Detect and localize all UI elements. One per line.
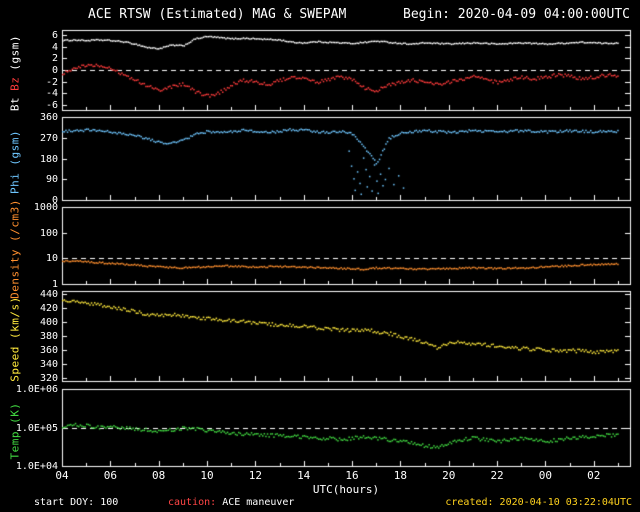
x-tick-label: 14	[297, 469, 311, 482]
y-tick-label: 6	[51, 29, 58, 41]
created-timestamp: created: 2020-04-10 03:22:04UTC	[445, 497, 632, 508]
y-tick-label: 180	[39, 153, 58, 165]
y-tick-label: 1000	[33, 201, 58, 213]
y-tick-label: 4	[51, 41, 58, 53]
y-tick-label: 440	[39, 288, 58, 300]
x-axis-label: UTC(hours)	[312, 483, 380, 496]
y-axis-label-mag: Bt Bz (gsm)	[9, 29, 22, 111]
y-tick-label: 420	[39, 302, 58, 314]
x-tick-label: 04	[55, 469, 69, 482]
y-tick-label: 2	[51, 52, 58, 64]
x-tick-label: 18	[393, 469, 407, 482]
y-tick-label: 100	[39, 227, 58, 239]
x-tick-label: 16	[345, 469, 359, 482]
y-tick-label: -4	[45, 87, 58, 99]
plot-title: ACE RTSW (Estimated) MAG & SWEPAM	[88, 7, 347, 22]
y-tick-label: 90	[45, 173, 58, 185]
y-axis-label-part: Temp (K)	[8, 402, 22, 459]
y-tick-label: -6	[45, 99, 58, 111]
y-axis-label-temp: Temp (K)	[9, 396, 22, 459]
y-axis-label-part: Bt	[8, 96, 22, 112]
y-axis-label-part: Phi (gsm)	[8, 129, 22, 194]
y-axis-label-part: Density (/cm3)	[8, 198, 22, 299]
x-tick-label: 00	[538, 469, 553, 482]
y-tick-label: 10	[45, 252, 58, 264]
x-tick-label: 08	[152, 469, 166, 482]
y-tick-label: 270	[39, 132, 58, 144]
x-tick-label: 02	[587, 469, 601, 482]
start-doy-label: start DOY: 100	[34, 497, 119, 508]
begin-timestamp: Begin: 2020-04-09 04:00:00UTC	[403, 7, 630, 22]
caution-label: caution:	[168, 497, 217, 508]
y-tick-label: 1	[51, 278, 58, 290]
x-tick-label: 12	[248, 469, 262, 482]
y-tick-label: 400	[39, 316, 58, 328]
x-tick-label: 22	[490, 469, 504, 482]
caution-text: ACE maneuver	[222, 497, 295, 508]
y-axis-label-part: Speed (km/s)	[8, 296, 22, 382]
y-tick-label: 1.0E+04	[15, 460, 58, 472]
y-axis-label-part: Bz	[8, 76, 22, 91]
y-tick-label: -2	[45, 76, 58, 88]
y-axis-label-density: Density (/cm3)	[9, 193, 22, 299]
y-tick-label: 380	[39, 330, 58, 342]
y-tick-label: 1.0E+06	[15, 383, 58, 395]
y-tick-label: 0	[51, 64, 58, 76]
x-tick-label: 20	[442, 469, 456, 482]
y-tick-label: 320	[39, 372, 58, 384]
y-axis-label-speed: Speed (km/s)	[9, 290, 22, 381]
y-tick-label: 360	[39, 111, 58, 123]
y-axis-label-part: (gsm)	[8, 34, 22, 71]
y-tick-label: 340	[39, 358, 58, 370]
x-tick-label: 06	[103, 469, 117, 482]
y-tick-label: 1.0E+05	[15, 422, 58, 434]
y-axis-label-phi: Phi (gsm)	[9, 123, 22, 193]
y-tick-label: 360	[39, 344, 58, 356]
caution-note: caution: ACE maneuver	[168, 497, 294, 508]
y-tick-label: 0	[51, 194, 58, 206]
x-tick-label: 10	[200, 469, 214, 482]
